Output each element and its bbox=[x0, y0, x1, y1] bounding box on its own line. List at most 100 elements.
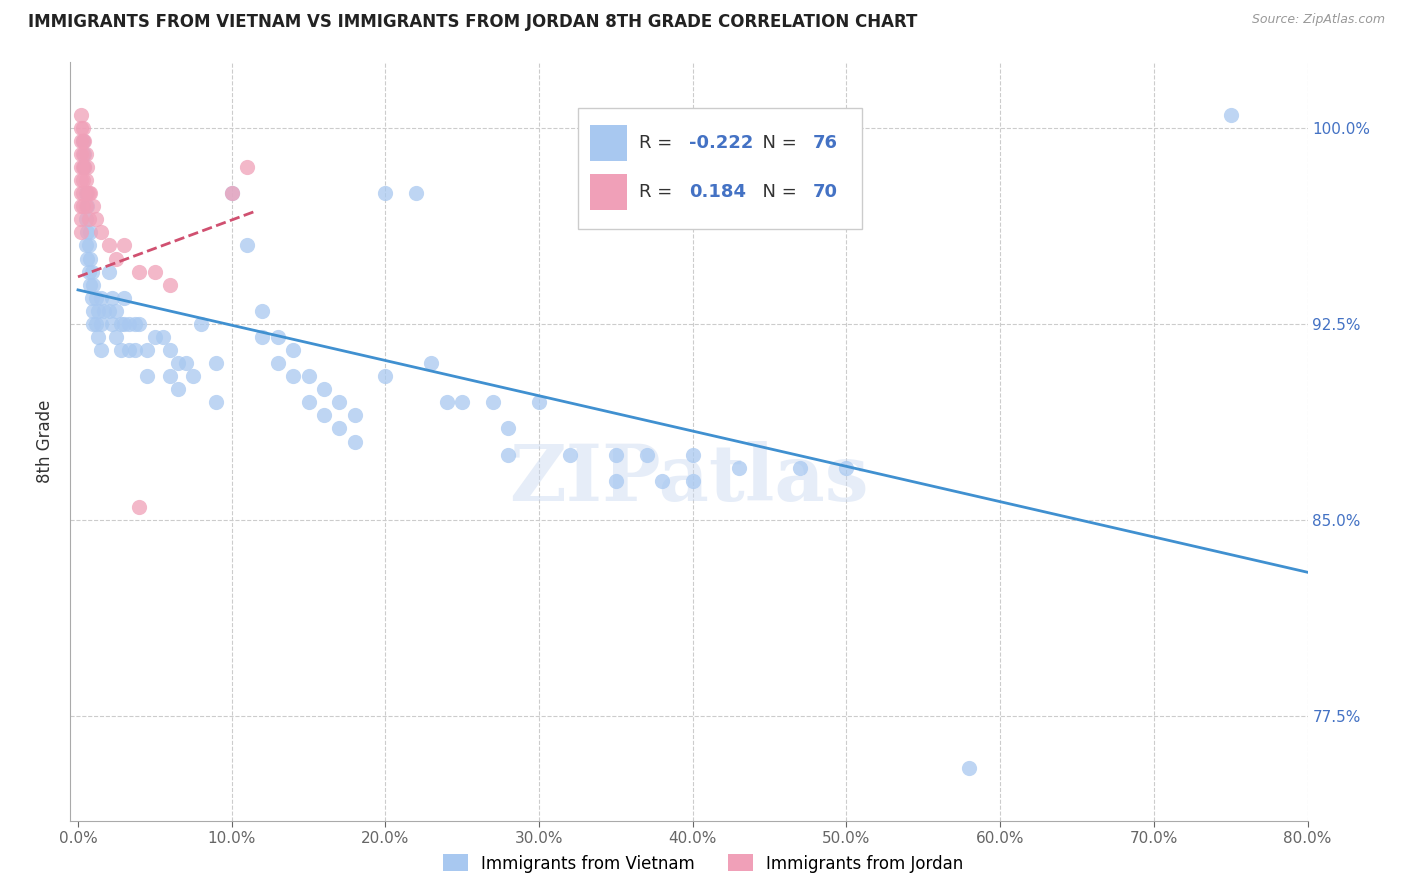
Point bbox=[728, 460, 751, 475]
Point bbox=[143, 330, 166, 344]
Point bbox=[112, 238, 135, 252]
Point bbox=[498, 448, 520, 462]
FancyBboxPatch shape bbox=[591, 125, 627, 161]
Text: 0.184: 0.184 bbox=[689, 183, 747, 201]
Point bbox=[112, 317, 135, 331]
Point bbox=[76, 199, 98, 213]
Point bbox=[101, 317, 124, 331]
Point bbox=[128, 264, 150, 278]
Point bbox=[112, 291, 135, 305]
Point bbox=[77, 186, 100, 201]
Point bbox=[110, 343, 132, 357]
Point bbox=[72, 134, 94, 148]
Point bbox=[80, 264, 103, 278]
Point bbox=[77, 264, 100, 278]
Point bbox=[86, 212, 108, 227]
Point bbox=[70, 134, 93, 148]
Point bbox=[605, 448, 627, 462]
Point bbox=[79, 186, 101, 201]
Y-axis label: 8th Grade: 8th Grade bbox=[37, 400, 55, 483]
Point bbox=[90, 343, 112, 357]
Point bbox=[167, 356, 190, 370]
Point bbox=[136, 369, 159, 384]
Point bbox=[959, 761, 981, 775]
Point bbox=[101, 291, 124, 305]
Point bbox=[70, 199, 93, 213]
Point bbox=[605, 474, 627, 488]
Text: R =: R = bbox=[640, 134, 679, 152]
Text: IMMIGRANTS FROM VIETNAM VS IMMIGRANTS FROM JORDAN 8TH GRADE CORRELATION CHART: IMMIGRANTS FROM VIETNAM VS IMMIGRANTS FR… bbox=[28, 13, 918, 31]
Point bbox=[75, 147, 97, 161]
Point bbox=[75, 212, 97, 227]
Point bbox=[110, 317, 132, 331]
Point bbox=[405, 186, 427, 201]
Point bbox=[128, 500, 150, 514]
Point bbox=[636, 448, 658, 462]
Point bbox=[82, 303, 104, 318]
Point bbox=[72, 120, 94, 135]
Text: Source: ZipAtlas.com: Source: ZipAtlas.com bbox=[1251, 13, 1385, 27]
Point bbox=[124, 317, 146, 331]
Point bbox=[136, 343, 159, 357]
Point bbox=[312, 409, 335, 423]
Point bbox=[205, 356, 228, 370]
Point bbox=[181, 369, 204, 384]
Point bbox=[205, 395, 228, 409]
Point bbox=[328, 395, 350, 409]
Point bbox=[75, 173, 97, 187]
Point bbox=[374, 186, 396, 201]
Point bbox=[498, 421, 520, 435]
Point bbox=[72, 173, 94, 187]
Point bbox=[72, 199, 94, 213]
Point bbox=[328, 421, 350, 435]
Point bbox=[90, 291, 112, 305]
Point bbox=[97, 303, 120, 318]
Text: N =: N = bbox=[751, 183, 803, 201]
Point bbox=[374, 369, 396, 384]
Point bbox=[79, 277, 101, 292]
Point bbox=[835, 460, 858, 475]
Point bbox=[105, 252, 128, 266]
Point bbox=[75, 199, 97, 213]
Point bbox=[221, 186, 243, 201]
Point bbox=[236, 238, 259, 252]
Text: -0.222: -0.222 bbox=[689, 134, 754, 152]
Point bbox=[72, 147, 94, 161]
Point bbox=[86, 291, 108, 305]
Point bbox=[77, 212, 100, 227]
Point bbox=[70, 147, 93, 161]
Point bbox=[87, 303, 110, 318]
Point bbox=[152, 330, 174, 344]
Legend: Immigrants from Vietnam, Immigrants from Jordan: Immigrants from Vietnam, Immigrants from… bbox=[436, 847, 970, 880]
Point bbox=[93, 303, 115, 318]
Point bbox=[267, 330, 290, 344]
Point bbox=[283, 369, 305, 384]
Point bbox=[558, 448, 581, 462]
Text: 70: 70 bbox=[813, 183, 838, 201]
Text: N =: N = bbox=[751, 134, 803, 152]
Point bbox=[105, 303, 128, 318]
Point bbox=[312, 382, 335, 396]
Point bbox=[651, 474, 673, 488]
Point bbox=[72, 160, 94, 174]
Text: R =: R = bbox=[640, 183, 685, 201]
Point bbox=[105, 330, 128, 344]
Point bbox=[297, 369, 319, 384]
Point bbox=[420, 356, 443, 370]
Point bbox=[75, 238, 97, 252]
Point bbox=[436, 395, 458, 409]
Text: 76: 76 bbox=[813, 134, 838, 152]
Point bbox=[70, 186, 93, 201]
FancyBboxPatch shape bbox=[591, 174, 627, 211]
Point bbox=[70, 160, 93, 174]
Point bbox=[70, 108, 93, 122]
Point bbox=[118, 343, 141, 357]
Point bbox=[72, 134, 94, 148]
Point bbox=[73, 134, 96, 148]
Point bbox=[252, 303, 274, 318]
Point bbox=[297, 395, 319, 409]
Point bbox=[451, 395, 474, 409]
Point bbox=[76, 160, 98, 174]
Point bbox=[527, 395, 550, 409]
Point bbox=[482, 395, 505, 409]
